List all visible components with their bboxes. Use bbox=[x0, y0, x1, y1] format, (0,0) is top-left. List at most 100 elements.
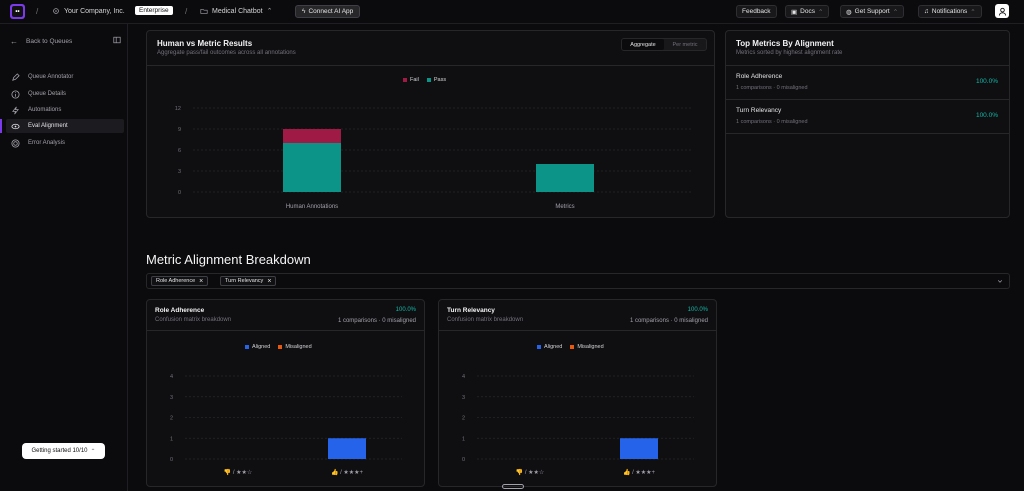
top-bar: •• / Your Company, Inc. Enterprise / Med… bbox=[0, 0, 1024, 24]
filter-chip[interactable]: Turn Relevancy × bbox=[220, 276, 277, 286]
connect-ai-app-button[interactable]: ϟ Connect AI App bbox=[295, 5, 361, 18]
sidebar-item-label: Error Analysis bbox=[28, 140, 66, 146]
legend-swatch bbox=[245, 345, 249, 349]
getting-started-button[interactable]: Getting started 10/10 ⌃ bbox=[22, 443, 105, 459]
chevron-up-down-icon: ⌃ bbox=[970, 8, 976, 16]
target-icon bbox=[11, 138, 20, 148]
chevron-up-down-icon: ⌃ bbox=[817, 8, 824, 16]
legend-label: Aligned bbox=[252, 344, 271, 350]
x-tick-label: 👎 / ★★☆ bbox=[516, 468, 545, 476]
toggle-aggregate[interactable]: Aggregate bbox=[622, 39, 664, 50]
get-support-label: Get Support bbox=[854, 8, 890, 15]
list-item[interactable]: Turn Relevancy 1 comparisons · 0 misalig… bbox=[726, 100, 1010, 134]
view-toggle: Aggregate Per metric bbox=[621, 38, 707, 51]
book-icon: ▣ bbox=[791, 8, 798, 16]
back-to-queues-label: Back to Queues bbox=[26, 38, 73, 45]
legend-label: Fail bbox=[410, 77, 419, 83]
bar-fail bbox=[283, 129, 341, 143]
y-tick-label: 4 bbox=[462, 374, 465, 380]
scroll-indicator[interactable] bbox=[502, 484, 524, 489]
list-item[interactable]: Role Adherence 1 comparisons · 0 misalig… bbox=[726, 66, 1010, 100]
comparison-count: 1 comparisons · 0 misaligned bbox=[337, 318, 416, 324]
folder-icon bbox=[200, 9, 208, 14]
y-tick-label: 0 bbox=[462, 457, 465, 463]
filter-chip[interactable]: Role Adherence × bbox=[151, 276, 209, 286]
y-tick-label: 0 bbox=[170, 457, 173, 463]
metric-detail: 1 comparisons · 0 misaligned bbox=[736, 119, 808, 125]
sidebar-item-queue-annotator[interactable]: Queue Annotator bbox=[6, 70, 124, 84]
chart-legend: Fail Pass bbox=[403, 77, 446, 83]
x-tick-label: Metrics bbox=[555, 204, 574, 210]
sidebar-item-label: Eval Alignment bbox=[28, 123, 68, 129]
sidebar: ← Back to Queues Queue Annotator Queue D… bbox=[0, 24, 128, 491]
get-support-button[interactable]: ◍ Get Support ⌃ bbox=[840, 5, 905, 18]
user-avatar-button[interactable] bbox=[995, 4, 1009, 18]
company-name: Your Company, Inc. bbox=[64, 7, 125, 15]
pencil-icon bbox=[12, 72, 20, 81]
y-tick-label: 4 bbox=[170, 374, 173, 380]
x-tick-label: 👍 / ★★★+ bbox=[623, 468, 656, 476]
sidebar-item-error-analysis[interactable]: Error Analysis bbox=[6, 136, 124, 150]
legend-swatch bbox=[537, 345, 541, 349]
y-tick-label: 3 bbox=[170, 395, 173, 401]
top-metrics-card: Top Metrics By Alignment Metrics sorted … bbox=[725, 30, 1010, 218]
card-title: Role Adherence bbox=[155, 307, 205, 314]
legend-swatch bbox=[278, 345, 283, 349]
notifications-label: Notifications bbox=[931, 8, 968, 15]
chart-legend: Aligned Misaligned bbox=[245, 344, 312, 350]
metric-detail: 1 comparisons · 0 misaligned bbox=[736, 85, 808, 91]
notifications-button[interactable]: ♫ Notifications ⌃ bbox=[918, 5, 982, 18]
close-icon[interactable]: × bbox=[199, 277, 204, 285]
metric-name: Turn Relevancy bbox=[736, 107, 782, 114]
alignment-percent: 100.0% bbox=[395, 307, 416, 313]
arrow-left-icon: ← bbox=[10, 37, 18, 46]
bar-aligned bbox=[328, 438, 366, 459]
divider bbox=[726, 65, 1009, 66]
legend-label: Pass bbox=[433, 77, 447, 83]
metric-filter-select[interactable]: Role Adherence × Turn Relevancy × bbox=[146, 273, 1010, 289]
sidebar-toggle-icon[interactable] bbox=[113, 36, 121, 44]
legend-item-misaligned: Misaligned bbox=[570, 344, 604, 350]
legend-label: Aligned bbox=[544, 344, 563, 350]
card-title: Top Metrics By Alignment bbox=[736, 39, 834, 48]
feedback-button[interactable]: Feedback bbox=[736, 5, 777, 18]
y-tick-label: 1 bbox=[462, 436, 465, 442]
metric-value: 100.0% bbox=[975, 78, 998, 85]
docs-button[interactable]: ▣ Docs ⌃ bbox=[785, 5, 830, 18]
sidebar-item-label: Queue Details bbox=[28, 91, 67, 97]
legend-label: Misaligned bbox=[285, 344, 312, 350]
bar-aligned bbox=[620, 438, 658, 459]
company-switcher[interactable]: Your Company, Inc. bbox=[52, 7, 125, 15]
card-subtitle: Metrics sorted by highest alignment rate bbox=[736, 50, 843, 56]
link-icon bbox=[11, 123, 20, 129]
divider bbox=[147, 65, 714, 66]
metric-name: Role Adherence bbox=[736, 73, 783, 80]
sidebar-item-queue-details[interactable]: Queue Details bbox=[6, 87, 124, 101]
card-title: Turn Relevancy bbox=[447, 307, 495, 314]
sidebar-item-eval-alignment[interactable]: Eval Alignment bbox=[0, 119, 124, 133]
sidebar-item-label: Automations bbox=[28, 107, 62, 113]
chevron-up-down-icon: ⌃ bbox=[892, 8, 899, 16]
confusion-chart: 0 1 2 3 4 👎 / ★★☆ 👍 / ★★★+ bbox=[170, 374, 402, 476]
x-tick-label: 👎 / ★★☆ bbox=[224, 468, 253, 476]
chevron-down-icon[interactable] bbox=[997, 278, 1003, 284]
chip-label: Turn Relevancy bbox=[225, 278, 264, 284]
human-vs-metric-card: Human vs Metric Results Aggregate pass/f… bbox=[146, 30, 715, 218]
close-icon[interactable]: × bbox=[267, 277, 272, 285]
app-logo[interactable]: •• bbox=[10, 4, 25, 19]
y-tick-label: 12 bbox=[175, 106, 181, 112]
confusion-chart: 0 1 2 3 4 👎 / ★★☆ 👍 / ★★★+ bbox=[462, 374, 694, 476]
bolt-icon bbox=[12, 106, 19, 114]
feedback-label: Feedback bbox=[742, 8, 771, 15]
bar-pass bbox=[536, 164, 594, 192]
card-title: Human vs Metric Results bbox=[157, 39, 253, 48]
toggle-per-metric[interactable]: Per metric bbox=[672, 41, 698, 48]
legend-swatch bbox=[426, 78, 431, 82]
divider bbox=[147, 330, 424, 331]
project-switcher[interactable]: Medical Chatbot ⌃ bbox=[200, 7, 272, 15]
support-icon: ◍ bbox=[846, 8, 852, 16]
legend-item-pass: Pass bbox=[426, 77, 447, 83]
breadcrumb-separator: / bbox=[185, 7, 188, 16]
sidebar-item-automations[interactable]: Automations bbox=[6, 103, 124, 117]
back-to-queues-link[interactable]: ← Back to Queues bbox=[10, 37, 72, 46]
